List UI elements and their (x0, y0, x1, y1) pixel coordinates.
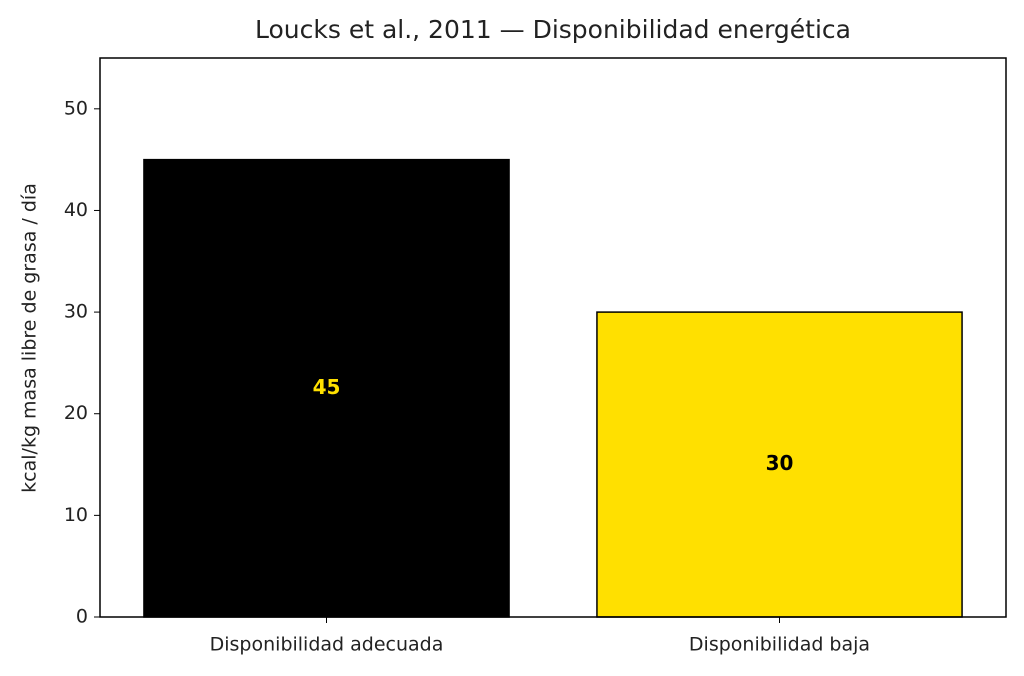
y-tick-label: 40 (64, 199, 88, 221)
chart-title: Loucks et al., 2011 — Disponibilidad ene… (255, 15, 851, 44)
plot-frame (99, 57, 1007, 618)
y-tick-label: 30 (64, 301, 88, 323)
y-tick-label: 0 (76, 606, 88, 628)
y-tick-label: 20 (64, 402, 88, 424)
y-axis-label: kcal/kg masa libre de grasa / día (19, 183, 41, 493)
value-label: 45 (313, 375, 341, 399)
bar (596, 311, 963, 618)
y-tick-label: 10 (64, 504, 88, 526)
x-tick-label: Disponibilidad adecuada (210, 634, 444, 656)
y-tick-label: 50 (64, 97, 88, 119)
x-tick-label: Disponibilidad baja (689, 634, 870, 656)
value-label: 30 (766, 451, 794, 475)
